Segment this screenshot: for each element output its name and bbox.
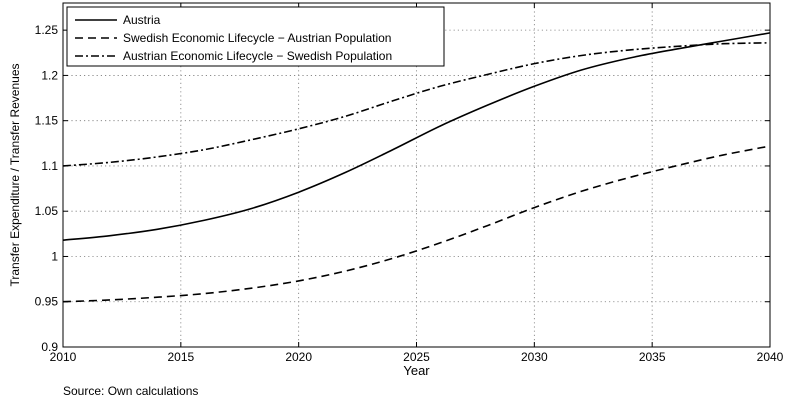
legend-box xyxy=(66,6,445,67)
x-tick-label: 2010 xyxy=(50,350,77,364)
legend: Austria Swedish Economic Lifecycle − Aust… xyxy=(66,6,445,67)
legend-label-1: Austria xyxy=(123,13,161,27)
series-line-3 xyxy=(62,42,771,167)
x-tick-label: 2015 xyxy=(167,350,194,364)
x-tick-label: 2035 xyxy=(639,350,666,364)
y-tick-label: 0.95 xyxy=(35,295,59,309)
legend-label-3: Austrian Economic Lifecycle − Swedish Po… xyxy=(123,49,392,63)
series-line-2 xyxy=(62,145,771,303)
grid-lines xyxy=(63,3,770,347)
y-tick-label: 1.1 xyxy=(41,159,58,173)
legend-label-2: Swedish Economic Lifecycle − Austrian Po… xyxy=(123,31,391,45)
series-line-1 xyxy=(62,32,771,241)
y-tick-label: 0.9 xyxy=(41,340,58,354)
source-note: Source: Own calculations xyxy=(63,384,199,398)
x-axis-label: Year xyxy=(403,363,430,378)
series-lines xyxy=(62,32,771,303)
y-tick-label: 1 xyxy=(51,249,58,263)
y-tick-label: 1.25 xyxy=(35,23,59,37)
y-tick-label: 1.05 xyxy=(35,204,59,218)
x-tick-label: 2020 xyxy=(285,350,312,364)
x-tick-label: 2030 xyxy=(521,350,548,364)
line-chart: 2010 2015 2020 2025 2030 2035 2040 0.9 0.95 1 1.05… xyxy=(8,2,784,378)
y-tick-label: 1.15 xyxy=(35,114,59,128)
x-tick-label: 2025 xyxy=(403,350,430,364)
y-tick-label: 1.2 xyxy=(41,68,58,82)
x-tick-label: 2040 xyxy=(757,350,784,364)
y-axis-label: Transfer Expenditure / Transfer Revenues xyxy=(8,64,22,287)
